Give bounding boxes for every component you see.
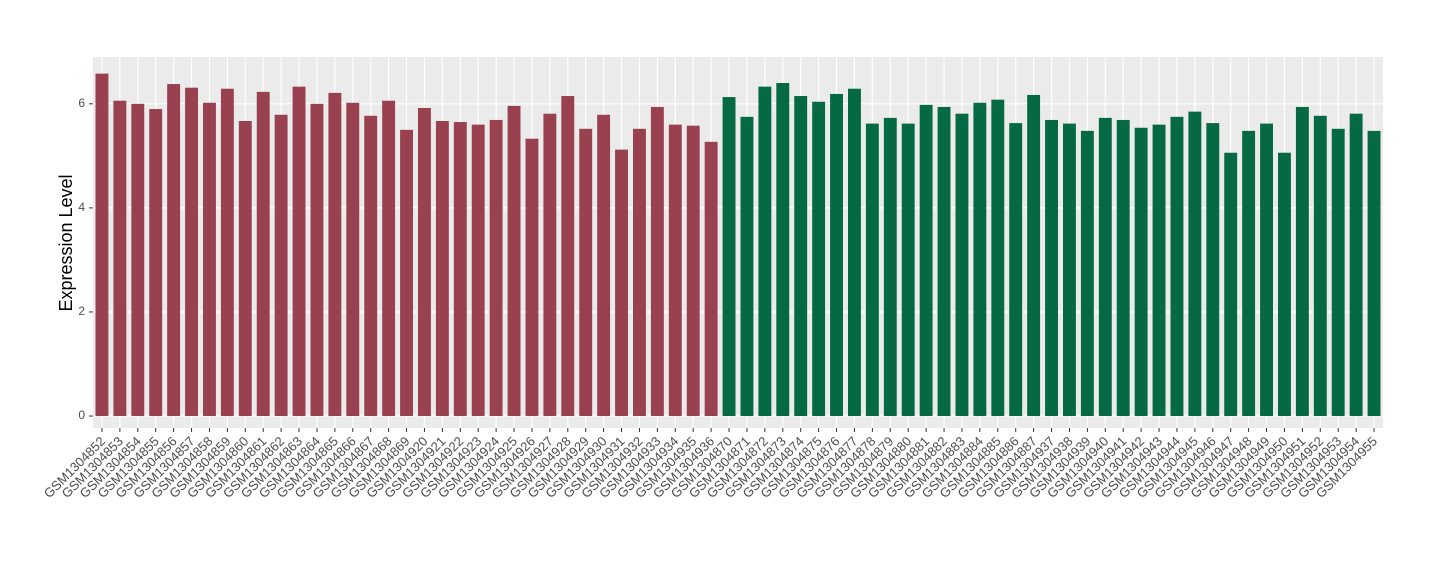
bar xyxy=(758,86,772,417)
y-tick-label: 4 xyxy=(78,200,85,214)
bar xyxy=(1206,123,1220,417)
bar xyxy=(704,141,718,417)
bar xyxy=(1063,123,1076,417)
bar xyxy=(901,123,915,417)
bar xyxy=(1027,94,1041,417)
bar xyxy=(1367,130,1381,417)
bar xyxy=(203,102,216,417)
bar xyxy=(794,96,808,417)
bar xyxy=(400,129,413,417)
bar xyxy=(471,124,485,417)
bar xyxy=(883,117,897,417)
bar xyxy=(1188,111,1202,417)
y-tick-label: 6 xyxy=(78,96,85,110)
bar xyxy=(292,86,306,417)
bar xyxy=(973,102,987,417)
bar xyxy=(1349,113,1363,417)
bar xyxy=(776,83,790,417)
bar xyxy=(95,73,109,417)
bar xyxy=(1152,124,1166,417)
bar xyxy=(525,138,539,417)
bar xyxy=(489,119,503,417)
bar xyxy=(149,109,163,417)
bar xyxy=(507,105,521,417)
bar xyxy=(579,128,593,417)
bar xyxy=(364,115,378,417)
bar xyxy=(919,104,933,417)
bar xyxy=(1134,127,1148,417)
bar xyxy=(382,100,396,417)
bar xyxy=(1098,117,1112,417)
bar xyxy=(1295,106,1309,417)
bar xyxy=(740,116,754,417)
bar xyxy=(1313,115,1327,417)
bar xyxy=(597,114,611,417)
plot-panel xyxy=(93,57,1383,428)
bar xyxy=(310,103,324,417)
bar xyxy=(220,88,234,417)
bar xyxy=(561,96,575,417)
bar xyxy=(131,103,145,417)
bar xyxy=(991,99,1005,417)
bar xyxy=(830,93,843,417)
bar xyxy=(238,121,252,417)
bar xyxy=(1242,130,1256,417)
bar xyxy=(274,114,288,417)
bar xyxy=(435,121,449,417)
bar xyxy=(865,123,879,417)
bar xyxy=(650,106,664,417)
bar xyxy=(668,124,682,417)
y-tick-label: 2 xyxy=(78,304,85,318)
bar xyxy=(1080,130,1094,417)
bar xyxy=(937,106,951,417)
bar xyxy=(453,122,467,417)
bar xyxy=(1170,116,1184,417)
bar xyxy=(633,128,646,417)
y-axis-label: Expression Level xyxy=(56,174,76,311)
bar xyxy=(1224,152,1238,417)
bar xyxy=(1331,128,1345,417)
bar xyxy=(167,84,181,417)
bar xyxy=(346,102,360,417)
bar xyxy=(686,125,700,417)
y-tick-label: 0 xyxy=(78,408,85,422)
bar xyxy=(812,101,826,417)
bar xyxy=(1116,119,1130,417)
bar xyxy=(418,107,431,417)
bar xyxy=(113,100,127,417)
bar xyxy=(848,88,861,417)
bar xyxy=(1260,123,1273,417)
bar xyxy=(615,149,628,417)
bar xyxy=(1045,119,1058,417)
bar xyxy=(185,87,198,417)
bar xyxy=(328,92,342,417)
bar xyxy=(543,113,557,417)
bar xyxy=(1278,152,1291,417)
bar xyxy=(256,91,270,417)
bar xyxy=(955,113,969,417)
bar xyxy=(722,97,736,417)
bar xyxy=(1009,123,1023,417)
